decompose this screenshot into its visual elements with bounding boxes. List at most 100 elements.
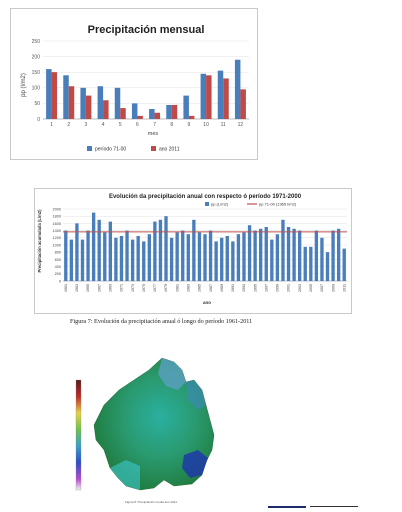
- annual-ytick-label: 1400: [53, 229, 61, 233]
- monthly-ytick-label: 100: [32, 86, 41, 92]
- annual-bar: [242, 232, 246, 281]
- monthly-bar: [46, 69, 52, 119]
- monthly-bar: [171, 104, 178, 119]
- annual-ytick-label: 800: [55, 251, 61, 255]
- footer-bar: [268, 506, 306, 508]
- annual-bar: [208, 230, 213, 281]
- annual-ytick-label: 600: [55, 258, 61, 262]
- monthly-ytick-label: 150: [32, 70, 41, 76]
- annual-bar: [192, 219, 196, 281]
- annual-bar: [69, 239, 74, 281]
- annual-bar: [114, 237, 118, 281]
- annual-xtick-label: 2007: [320, 284, 324, 292]
- monthly-title: Precipitación mensual: [88, 24, 205, 36]
- annual-xtick-label: 1965: [86, 284, 90, 292]
- annual-bar: [86, 230, 90, 281]
- map-caption: Figura 8: Precipitación media ano 2011: [125, 500, 177, 504]
- annual-xtick-label: 1991: [231, 284, 235, 292]
- monthly-xtick-label: 12: [238, 122, 244, 128]
- annual-bar: [169, 237, 174, 281]
- annual-bar: [320, 237, 324, 281]
- annual-ytick-label: 1800: [53, 215, 61, 219]
- annual-bar: [80, 239, 85, 281]
- monthly-precip-chart: Precipitación mensual pp (l/m2) mes 0 50 1…: [10, 8, 258, 160]
- annual-xtick-label: 2011: [342, 284, 346, 292]
- footer-rule: [310, 506, 358, 507]
- annual-bar: [236, 234, 241, 281]
- annual-bar: [164, 216, 168, 281]
- monthly-ytick-label: 200: [32, 54, 41, 60]
- annual-bar: [303, 246, 307, 281]
- legend-swatch-pp: [205, 202, 209, 206]
- annual-ylabel: Precipitación acumulada (L/m2): [37, 209, 42, 273]
- annual-xtick-label: 1985: [198, 284, 202, 292]
- annual-bar: [130, 239, 135, 281]
- monthly-ytick-label: 0: [37, 117, 40, 123]
- annual-xtick-label: 1997: [264, 284, 268, 292]
- annual-xtick-label: 1989: [220, 284, 224, 292]
- precipitation-map-figure: [74, 350, 224, 500]
- annual-bar: [158, 219, 163, 281]
- annual-bar: [297, 230, 302, 281]
- annual-bar: [75, 223, 79, 281]
- monthly-bar: [137, 115, 143, 119]
- annual-chart-svg: Evolución da precipitación anual con res…: [37, 194, 347, 305]
- annual-xtick-label: 1967: [97, 284, 101, 292]
- annual-bar: [214, 241, 218, 281]
- annual-bar: [281, 219, 285, 281]
- annual-bar: [225, 236, 229, 281]
- monthly-bar: [63, 75, 69, 119]
- annual-bar: [325, 252, 330, 281]
- monthly-bar: [120, 108, 126, 119]
- monthly-bar: [240, 89, 246, 119]
- map-highland-area: [158, 358, 186, 390]
- annual-precip-chart: Evolución da precipitación anual con res…: [34, 188, 352, 314]
- map-east-area: [186, 380, 206, 410]
- monthly-xtick-label: 8: [170, 122, 173, 128]
- monthly-xtick-label: 9: [188, 122, 191, 128]
- monthly-xtick-label: 3: [85, 122, 88, 128]
- annual-bar: [231, 241, 235, 281]
- annual-ytick-label: 1000: [53, 243, 61, 247]
- monthly-bar: [188, 115, 195, 119]
- annual-bar: [103, 232, 107, 281]
- annual-xtick-label: 1973: [131, 284, 135, 292]
- annual-bar: [275, 234, 280, 281]
- annual-xtick-label: 1977: [153, 284, 157, 292]
- precipitation-map: [75, 357, 215, 491]
- annual-xtick-label: 1975: [142, 284, 146, 292]
- annual-bar: [64, 230, 68, 281]
- annual-bar: [136, 236, 140, 281]
- annual-xtick-label: 1969: [109, 284, 113, 292]
- annual-bar: [125, 230, 129, 281]
- legend-label-pp: pp (L/m2): [211, 202, 229, 207]
- map-southeast-rainy-area: [182, 450, 208, 478]
- annual-bar: [153, 221, 157, 281]
- monthly-xtick-label: 1: [50, 122, 53, 128]
- annual-xtick-label: 2009: [331, 284, 335, 292]
- annual-bar: [220, 237, 224, 281]
- annual-bar: [309, 246, 313, 281]
- annual-xtick-label: 1981: [175, 284, 179, 292]
- annual-bar: [286, 227, 291, 281]
- annual-bar: [181, 230, 185, 281]
- legend-label-year: ano 2011: [159, 147, 180, 153]
- monthly-bar: [166, 104, 172, 119]
- annual-xtick-label: 1995: [253, 284, 257, 292]
- annual-bar: [147, 234, 151, 281]
- annual-ytick-label: 1600: [53, 222, 61, 226]
- legend-label-period: período 71-00: [95, 147, 126, 153]
- annual-bar: [264, 227, 268, 281]
- monthly-xtick-label: 11: [221, 122, 226, 128]
- annual-bar: [97, 219, 101, 281]
- annual-xtick-label: 1971: [120, 284, 124, 292]
- annual-ytick-label: 200: [55, 272, 61, 276]
- monthly-xtick-label: 5: [119, 122, 122, 128]
- annual-xtick-label: 1993: [242, 284, 246, 292]
- annual-xtick-label: 1987: [209, 284, 213, 292]
- legend-swatch-year: [151, 146, 156, 151]
- annual-bar: [342, 248, 346, 281]
- monthly-bar: [234, 59, 241, 119]
- monthly-bar: [80, 87, 86, 119]
- annual-bar: [142, 241, 146, 281]
